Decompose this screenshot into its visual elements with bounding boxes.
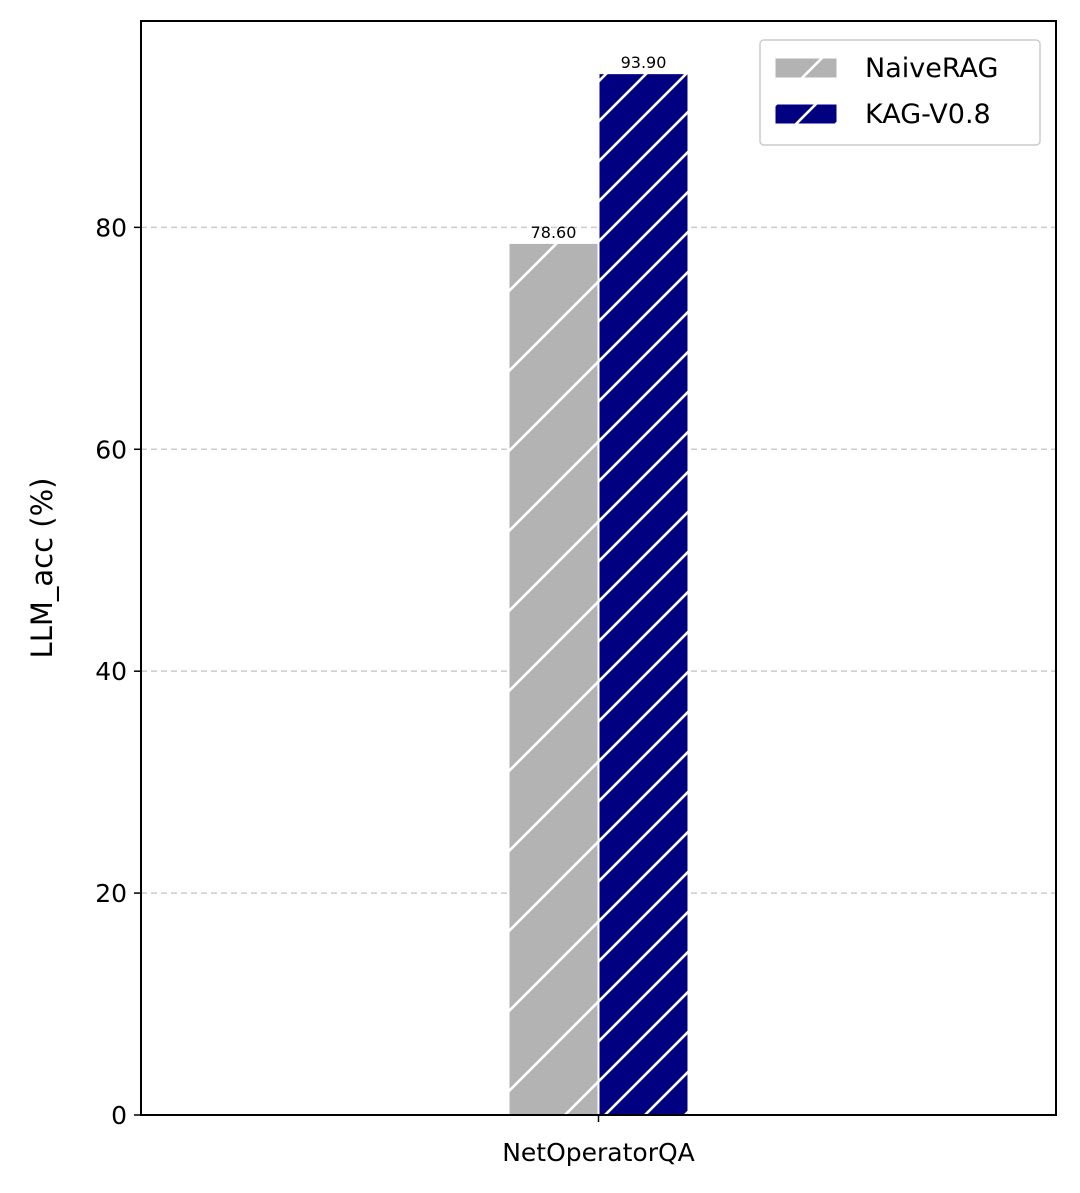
y-axis-ticks: 0 20 40 60 80 (95, 213, 141, 1130)
x-axis-ticks: NetOperatorQA (502, 1115, 695, 1167)
legend: NaiveRAG KAG-V0.8 (759, 39, 1041, 146)
y-tick-label: 40 (95, 657, 127, 686)
legend-label-naiverag: NaiveRAG (865, 53, 998, 84)
legend-swatch-hatch-naiverag (774, 57, 838, 79)
data-label-kag-v0-8: 93.90 (621, 53, 667, 72)
gridlines (141, 226, 1056, 894)
legend-label-kag-v0-8: KAG-V0.8 (865, 99, 991, 130)
y-tick-label: 0 (111, 1101, 127, 1130)
bar-hatch-kag-v0-8 (597, 72, 690, 1116)
y-tick-label: 60 (95, 435, 127, 464)
y-tick-label: 80 (95, 213, 127, 242)
bars (507, 72, 690, 1117)
y-tick-label: 20 (95, 879, 127, 908)
data-label-naiverag: 78.60 (531, 223, 577, 242)
x-tick-label: NetOperatorQA (502, 1138, 695, 1167)
bar-hatch-naiverag (507, 241, 600, 1117)
legend-swatch-hatch-kag-v0-8 (774, 103, 838, 125)
data-labels: 78.60 93.90 (531, 53, 667, 242)
y-axis-label: LLM_acc (%) (25, 478, 59, 659)
